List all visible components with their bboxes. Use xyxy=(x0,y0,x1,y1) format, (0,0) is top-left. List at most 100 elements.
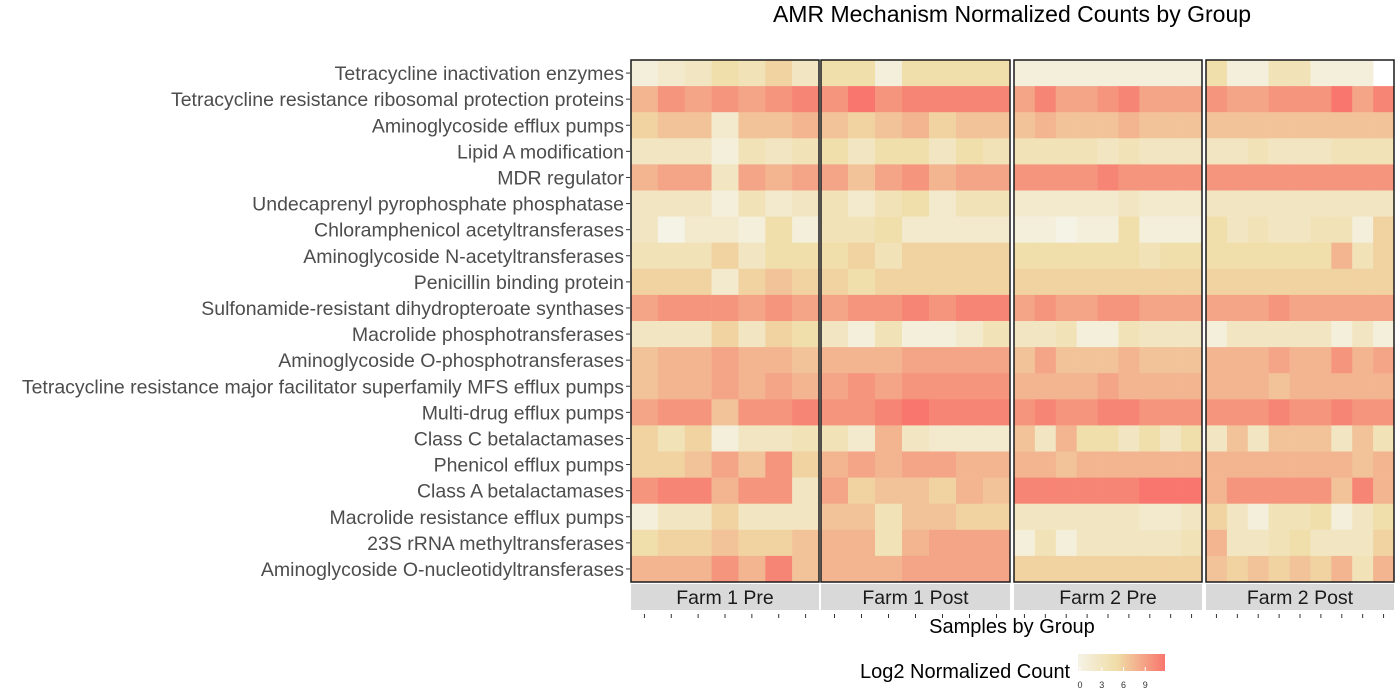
heatmap-cell xyxy=(875,112,903,139)
heatmap-cell xyxy=(929,451,957,478)
heatmap-cell xyxy=(929,555,957,583)
heatmap-cell xyxy=(1310,555,1332,583)
heatmap-cell xyxy=(821,373,849,400)
heatmap-cell xyxy=(821,451,849,478)
heatmap-cell xyxy=(1310,321,1332,348)
heatmap-cell xyxy=(1014,425,1036,452)
heatmap-cell xyxy=(902,268,930,296)
heatmap-cell xyxy=(657,347,686,374)
heatmap-cell xyxy=(738,216,766,243)
heatmap-cell xyxy=(1268,164,1290,191)
heatmap-cell xyxy=(1289,190,1311,217)
heatmap-cell xyxy=(956,347,984,374)
heatmap-cell xyxy=(1139,60,1161,87)
heatmap-cell xyxy=(1268,60,1290,87)
panel-2 xyxy=(1013,59,1203,583)
heatmap-cell xyxy=(1055,477,1077,504)
heatmap-cell xyxy=(929,399,957,426)
heatmap-cell xyxy=(1014,477,1036,504)
heatmap-cell xyxy=(738,242,766,270)
heatmap-cell xyxy=(631,503,659,531)
heatmap-cell xyxy=(711,164,739,191)
heatmap-cell xyxy=(792,451,820,478)
heatmap-cell xyxy=(1181,138,1203,165)
heatmap-cell xyxy=(1373,399,1395,426)
heatmap-cell xyxy=(1289,321,1311,348)
heatmap-cell xyxy=(1352,164,1374,191)
heatmap-cell xyxy=(875,86,903,113)
heatmap-cell xyxy=(1373,138,1395,165)
heatmap-cell xyxy=(1247,477,1269,504)
heatmap-cell xyxy=(1118,503,1140,531)
heatmap-cell xyxy=(1055,190,1077,217)
heatmap-cell xyxy=(929,477,957,504)
heatmap-cell xyxy=(1289,242,1311,270)
row-label: Lipid A modification xyxy=(457,141,624,163)
heatmap-cell xyxy=(631,451,659,478)
heatmap-cell xyxy=(983,347,1011,374)
heatmap-cell xyxy=(983,477,1011,504)
heatmap-cell xyxy=(1310,268,1332,296)
heatmap-cell xyxy=(848,190,876,217)
heatmap-cell xyxy=(792,477,820,504)
heatmap-cell xyxy=(657,138,686,165)
heatmap-cell xyxy=(1097,190,1119,217)
heatmap-cell xyxy=(902,242,930,270)
heatmap-cell xyxy=(1268,373,1290,400)
heatmap-cell xyxy=(1139,86,1161,113)
heatmap-cell xyxy=(1014,60,1036,87)
heatmap-cell xyxy=(1268,294,1290,322)
heatmap-cell xyxy=(1247,190,1269,217)
heatmap-cell xyxy=(1055,399,1077,426)
heatmap-cell xyxy=(1289,164,1311,191)
heatmap-cell xyxy=(711,399,739,426)
heatmap-cell xyxy=(1310,60,1332,87)
facet-strip xyxy=(1206,584,1394,610)
heatmap-cell xyxy=(1055,555,1077,583)
heatmap-cell xyxy=(792,60,820,87)
heatmap-cell xyxy=(792,216,820,243)
heatmap-cell xyxy=(1352,112,1374,139)
heatmap-cell xyxy=(848,399,876,426)
heatmap-cell xyxy=(1181,555,1203,583)
heatmap-cell xyxy=(956,190,984,217)
heatmap-cell xyxy=(1034,451,1057,478)
heatmap-cell xyxy=(929,112,957,139)
heatmap-cell xyxy=(765,451,793,478)
heatmap-cell xyxy=(902,477,930,504)
heatmap-panels xyxy=(630,59,1395,583)
heatmap-cell xyxy=(631,164,659,191)
heatmap-cell xyxy=(1118,425,1140,452)
heatmap-cell xyxy=(738,138,766,165)
heatmap-cell xyxy=(738,112,766,139)
heatmap-cell xyxy=(1118,399,1140,426)
heatmap-cell xyxy=(1373,321,1395,348)
heatmap-cell xyxy=(821,190,849,217)
heatmap-cell xyxy=(631,60,659,87)
heatmap-cell xyxy=(1076,529,1098,557)
heatmap-cell xyxy=(1206,86,1228,113)
heatmap-cell xyxy=(1206,347,1228,374)
heatmap-cell xyxy=(1076,503,1098,531)
heatmap-cell xyxy=(1055,86,1077,113)
heatmap-cell xyxy=(1352,190,1374,217)
heatmap-cell xyxy=(1076,60,1098,87)
heatmap-cell xyxy=(1118,321,1140,348)
heatmap-cell xyxy=(657,294,686,322)
heatmap-cell xyxy=(821,60,849,87)
heatmap-cell xyxy=(1331,347,1353,374)
heatmap-cell xyxy=(1014,294,1036,322)
row-label: Aminoglycoside efflux pumps xyxy=(372,115,624,137)
heatmap-cell xyxy=(1160,373,1182,400)
heatmap-cell xyxy=(631,399,659,426)
heatmap-cell xyxy=(1097,216,1119,243)
heatmap-cell xyxy=(1289,555,1311,583)
heatmap-cell xyxy=(1331,86,1353,113)
heatmap-cell xyxy=(1206,321,1228,348)
heatmap-cell xyxy=(929,242,957,270)
heatmap-cell xyxy=(711,268,739,296)
heatmap-cell xyxy=(875,60,903,87)
heatmap-cell xyxy=(1206,138,1228,165)
heatmap-cell xyxy=(956,216,984,243)
heatmap-cell xyxy=(1118,86,1140,113)
